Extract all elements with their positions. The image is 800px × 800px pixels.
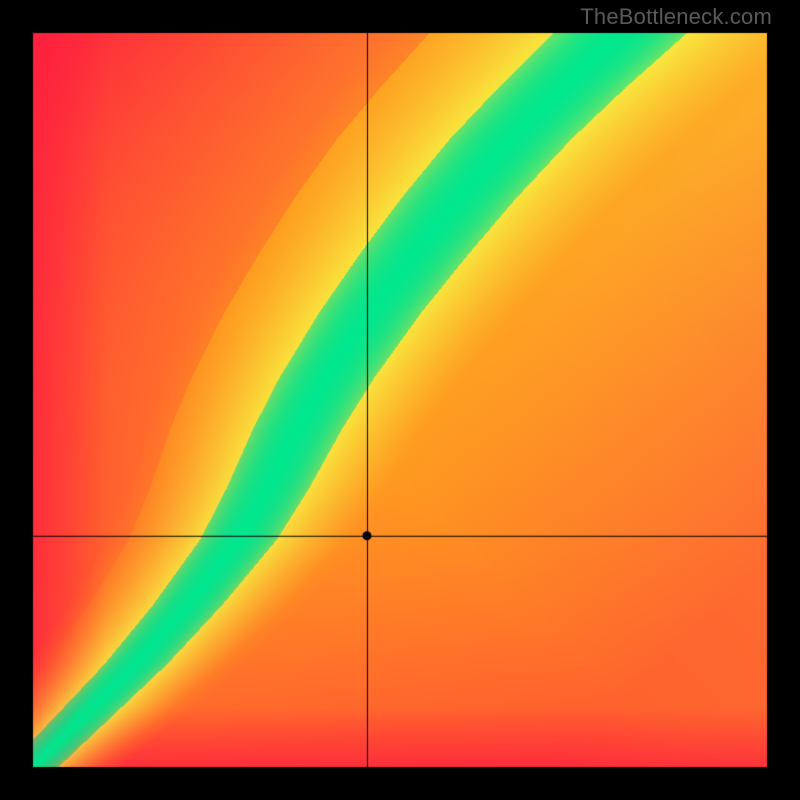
bottleneck-heatmap xyxy=(0,0,800,800)
watermark-text: TheBottleneck.com xyxy=(580,4,772,30)
